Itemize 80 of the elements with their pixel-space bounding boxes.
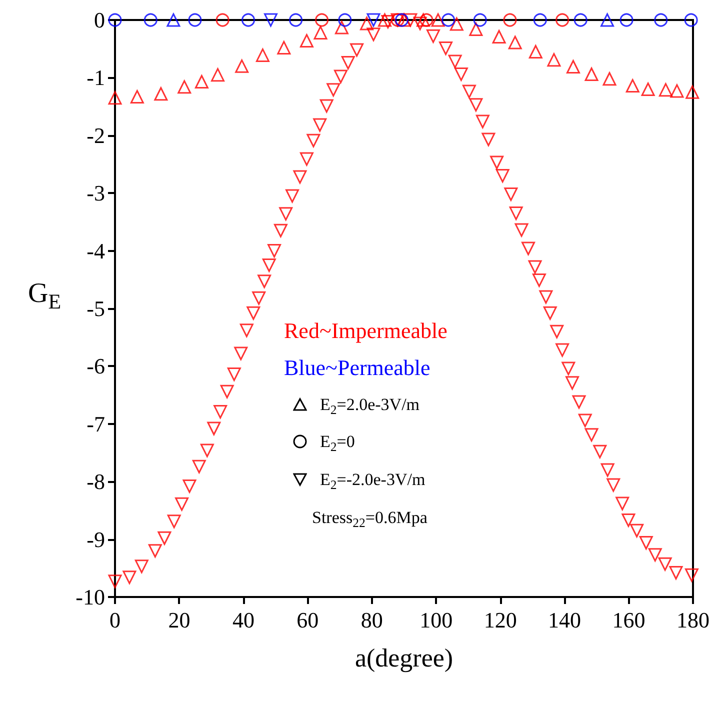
point [154, 87, 168, 101]
annotation: E$_{2}$=-2.0e-3V/m [320, 470, 426, 492]
point [492, 30, 506, 44]
y-tick-label: -1 [86, 65, 105, 90]
x-tick-label: 80 [360, 608, 383, 632]
x-tick-label: 40 [232, 608, 254, 632]
point [566, 60, 580, 74]
x-tick-label: 60 [296, 608, 319, 632]
annotation: E$_{2}$=2.0e-3V/m [320, 395, 420, 417]
point [242, 13, 256, 27]
point [178, 80, 192, 94]
point [366, 13, 380, 27]
x-axis-title: a(degree) [354, 644, 454, 672]
annotation: Stress$_{22}$=0.6Mpa [312, 508, 428, 530]
point [641, 82, 655, 96]
point [390, 13, 404, 27]
point [600, 13, 614, 27]
x-tick-label: 0 [110, 608, 120, 632]
point [194, 74, 208, 88]
point [338, 13, 352, 27]
y-axis-title: G$_{E}$ [28, 278, 62, 314]
point [547, 53, 561, 67]
point [108, 13, 122, 27]
annotation: E$_{2}$=0 [320, 432, 355, 454]
point [300, 34, 314, 48]
point [533, 13, 547, 27]
y-tick-label: -8 [86, 469, 105, 494]
point [473, 13, 487, 27]
point [144, 13, 158, 27]
point [334, 20, 348, 34]
point [360, 16, 374, 30]
point [108, 91, 122, 105]
point [574, 13, 588, 27]
point [315, 13, 329, 27]
y-tick-label: -6 [86, 354, 105, 379]
point [130, 90, 144, 104]
point [314, 26, 328, 40]
point [469, 22, 483, 36]
point [216, 13, 230, 27]
x-tick-label: 20 [168, 608, 190, 632]
point [670, 84, 684, 98]
point [264, 13, 278, 27]
point [450, 17, 464, 31]
annotation: Red~Impermeable [284, 318, 448, 343]
y-tick-label: -4 [86, 238, 105, 264]
point [654, 13, 668, 27]
point [503, 13, 517, 27]
x-tick-label: 160 [612, 608, 646, 632]
y-tick-label: -9 [86, 526, 105, 552]
point [256, 48, 270, 62]
x-tick-label: 100 [420, 608, 453, 632]
point [686, 85, 700, 99]
y-tick-label: -2 [86, 122, 105, 148]
point [431, 13, 445, 27]
x-tick-label: 180 [676, 608, 710, 632]
point [508, 36, 522, 50]
point [528, 44, 542, 58]
point [684, 13, 698, 27]
point [584, 67, 598, 81]
y-tick-label: -10 [76, 584, 105, 610]
point [289, 13, 303, 27]
point [620, 13, 634, 27]
y-tick-label: -5 [86, 296, 105, 321]
point [235, 59, 249, 73]
x-tick-label: 140 [548, 608, 582, 632]
point [166, 13, 180, 27]
y-tick-label: 0 [94, 8, 105, 32]
y-tick-label: -3 [86, 180, 105, 206]
point [188, 13, 202, 27]
point [626, 79, 640, 93]
point [442, 13, 456, 27]
point [378, 13, 392, 27]
y-tick-label: -7 [86, 411, 105, 436]
point [211, 68, 225, 82]
x-tick-label: 120 [484, 608, 517, 632]
annotation: Blue~Permeable [284, 355, 430, 380]
point [658, 83, 672, 97]
point [602, 72, 616, 86]
point [277, 40, 291, 54]
point [556, 13, 570, 27]
